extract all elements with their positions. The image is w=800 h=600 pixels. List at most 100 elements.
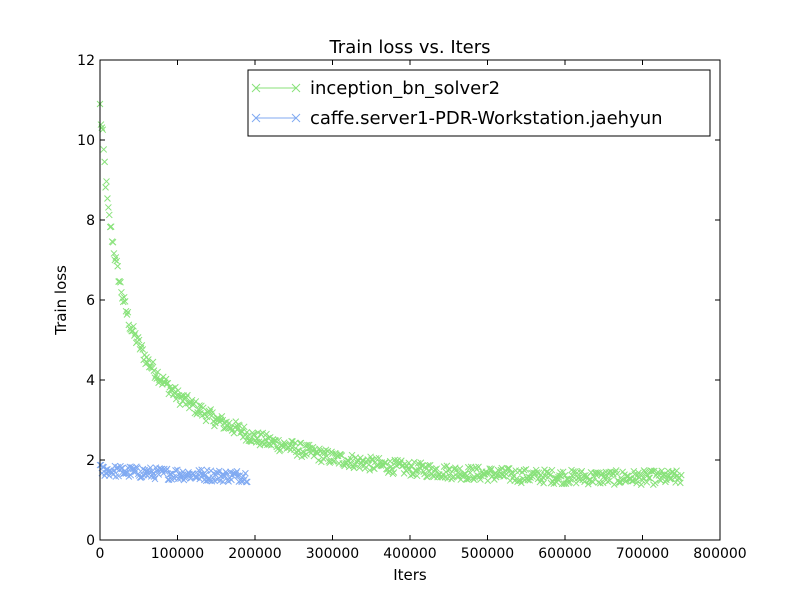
series-1-point: [163, 465, 171, 473]
series-0-point: [540, 479, 547, 487]
series-0-point: [676, 479, 684, 487]
series-1-point: [136, 474, 144, 481]
series-0-point: [400, 469, 408, 477]
y-tick-label: 12: [77, 53, 95, 69]
series-1-point: [215, 467, 223, 475]
series-0-point: [135, 336, 143, 344]
series-1-point: [115, 472, 122, 480]
series-0-point: [677, 471, 685, 479]
series-0-point: [348, 451, 356, 459]
chart-title: Train loss vs. Iters: [328, 37, 490, 58]
series-0-point: [104, 195, 111, 202]
series-0-point: [114, 262, 122, 270]
x-tick-label: 500000: [461, 546, 514, 562]
series-0-point: [413, 472, 421, 480]
legend-marker-1: [251, 113, 261, 123]
series-0-point: [646, 474, 653, 482]
x-tick-label: 300000: [306, 546, 359, 562]
series-0-point: [209, 409, 216, 416]
x-tick-label: 0: [96, 546, 105, 562]
series-0-point: [100, 146, 108, 153]
series-0-point: [150, 367, 158, 374]
legend: inception_bn_solver2 caffe.server1-PDR-Wo…: [247, 69, 711, 137]
series-0-point: [382, 459, 389, 466]
y-tick-label: 4: [86, 373, 95, 389]
series-0-point: [319, 455, 327, 463]
y-axis-title: Train loss: [52, 265, 70, 336]
series-0-point: [234, 425, 241, 433]
series-0-point: [463, 476, 471, 483]
legend-marker-0: [291, 83, 301, 93]
x-tick-label: 400000: [383, 546, 436, 562]
series-1-point: [127, 471, 135, 479]
series-0-point: [570, 468, 577, 475]
series-0-point: [149, 358, 157, 366]
series-1-point: [223, 469, 231, 477]
series-0-point: [381, 459, 388, 467]
series-0-point: [109, 238, 117, 246]
series-0-point: [154, 368, 162, 376]
y-tick-label: 10: [77, 133, 95, 149]
series-0-point: [390, 469, 398, 476]
series-0-point: [662, 478, 669, 486]
x-tick-label: 700000: [616, 546, 669, 562]
series-0-point: [405, 459, 413, 467]
series-0-point: [113, 257, 121, 265]
series-0-point: [105, 204, 112, 211]
series-0-point: [505, 465, 513, 472]
series-0-point: [257, 430, 265, 438]
series-0-point: [105, 211, 113, 219]
series-0-point: [507, 470, 515, 478]
series-1-point: [165, 476, 173, 484]
series-0-point: [606, 477, 613, 485]
series-0-point: [469, 474, 477, 482]
legend-entries: inception_bn_solver2 caffe.server1-PDR-Wo…: [251, 78, 663, 129]
series-0-point: [130, 322, 137, 330]
series-0-point: [107, 223, 115, 231]
series-0-point: [575, 474, 583, 482]
series-0-point: [404, 465, 412, 472]
series-0-point: [102, 184, 109, 191]
series-0-point: [128, 327, 135, 335]
x-tick-label: 800000: [693, 546, 746, 562]
series-0-point: [196, 402, 203, 409]
series-0-point: [99, 126, 107, 134]
legend-marker-1: [291, 113, 301, 123]
series-0-marks: [96, 100, 685, 489]
series-0-point: [472, 463, 480, 471]
series-0-point: [488, 465, 495, 473]
series-0-point: [667, 475, 675, 482]
series-0-point: [475, 463, 482, 471]
series-0-point: [533, 469, 541, 476]
series-0-point: [604, 478, 612, 486]
series-0-point: [139, 346, 147, 353]
series-0-point: [386, 457, 394, 465]
series-1-point: [243, 478, 251, 486]
series-0-point: [331, 457, 338, 465]
series-1-point: [139, 465, 147, 473]
x-tick-label: 100000: [151, 546, 204, 562]
series-0-point: [347, 455, 355, 463]
legend-label-1: caffe.server1-PDR-Workstation.jaehyun: [310, 108, 663, 129]
series-0-point: [561, 472, 569, 479]
series-0-point: [443, 462, 451, 470]
series-0-point: [564, 475, 572, 483]
series-0-point: [633, 479, 640, 487]
series-0-point: [410, 458, 418, 466]
series-0-point: [517, 479, 525, 487]
series-1-point: [119, 470, 127, 478]
plot-marks: [96, 100, 685, 489]
series-0-point: [427, 465, 435, 472]
series-0-point: [117, 278, 124, 286]
series-0-point: [385, 467, 393, 475]
series-0-point: [365, 461, 373, 469]
series-0-point: [317, 458, 325, 466]
series-0-point: [522, 466, 530, 473]
series-0-point: [207, 406, 215, 413]
series-0-point: [123, 311, 131, 318]
series-0-point: [202, 417, 210, 425]
x-tick-label: 200000: [228, 546, 281, 562]
series-1-point: [146, 464, 154, 472]
series-0-point: [151, 374, 159, 382]
series-0-point: [218, 413, 226, 420]
